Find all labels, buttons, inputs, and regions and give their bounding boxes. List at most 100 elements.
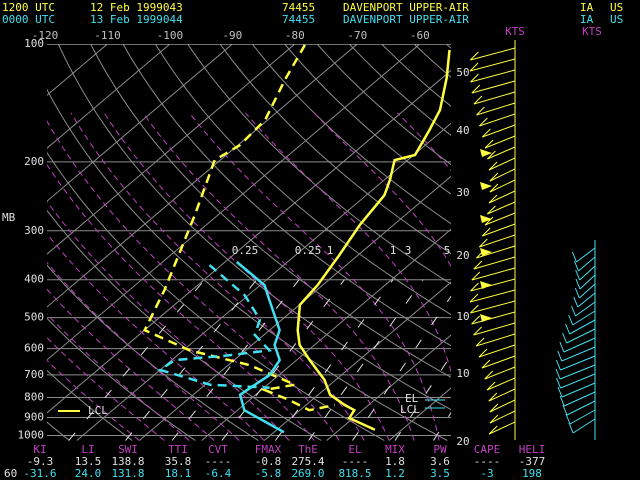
wind-barb <box>470 69 516 83</box>
isotherm <box>201 228 451 441</box>
wind-barb-feather <box>489 183 499 193</box>
header-text: DAVENPORT UPPER-AIR <box>343 13 469 26</box>
wind-barb <box>489 168 516 182</box>
wind-barb-feather <box>489 172 499 182</box>
wind-barb-feather <box>486 205 496 215</box>
wind-barb <box>572 310 596 326</box>
mixing-ratio-line <box>221 279 345 441</box>
wind-barb <box>561 382 596 398</box>
moist-adiabat <box>189 112 440 441</box>
y-tick-label: 900 <box>24 411 44 424</box>
wind-barb <box>578 283 596 299</box>
index-value: -3 <box>480 467 493 480</box>
mixing-ratio-line <box>171 279 300 441</box>
x-tick-label: -110 <box>94 29 121 42</box>
y-tick-label: 300 <box>24 224 44 237</box>
moist-adiabat <box>47 200 290 441</box>
wind-barb-feather <box>488 425 498 435</box>
wind-barb <box>576 247 596 263</box>
legend-label: LCL <box>88 404 108 417</box>
y-tick-label: 200 <box>24 155 44 168</box>
index-value: 1.2 <box>385 467 405 480</box>
wind-barb-feather <box>573 260 579 272</box>
mixing-ratio-line <box>462 280 561 441</box>
wind-barb <box>482 223 516 237</box>
wind-barb-feather <box>555 359 561 371</box>
x-tick-label: -120 <box>32 29 59 42</box>
isotherm <box>326 334 451 441</box>
wind-barb-feather <box>481 359 491 369</box>
wind-barb <box>473 91 516 105</box>
wind-barb <box>569 319 596 335</box>
wind-barb-flag <box>480 215 492 223</box>
wind-barb <box>470 47 516 61</box>
moist-adiabat <box>245 112 451 374</box>
wind-barb-feather <box>571 251 577 263</box>
wind-barb-feather <box>488 161 498 171</box>
index-value: -377 <box>519 455 546 468</box>
wind-barb-feather <box>484 370 494 380</box>
index-value: 269.0 <box>291 467 324 480</box>
index-value: -0.8 <box>255 455 282 468</box>
wind-barb-feather <box>562 332 568 344</box>
wind-barb-feather <box>571 305 576 317</box>
wind-units: KTS <box>505 25 525 38</box>
header-text: 74455 <box>282 13 315 26</box>
wind-barb-feather <box>476 106 485 116</box>
index-header: SWI <box>118 443 138 456</box>
wind-barb-feather <box>557 350 563 362</box>
x-tick-label: -90 <box>222 29 242 42</box>
wind-barb-feather <box>575 278 581 290</box>
profile-line <box>296 49 451 431</box>
wind-barb <box>489 399 516 413</box>
wind-barb <box>560 355 596 371</box>
wind-barb-feather <box>470 73 479 83</box>
wind-barb <box>469 58 516 72</box>
index-header: KI <box>33 443 46 456</box>
dry-adiabat <box>90 44 451 378</box>
isotherm <box>138 175 451 441</box>
index-value: ---- <box>205 455 232 468</box>
wind-barb <box>487 201 516 215</box>
dry-adiabat <box>284 44 451 195</box>
wind-barb <box>579 265 596 281</box>
dry-adiabat <box>381 44 451 107</box>
mixing-ratio-line <box>394 354 451 441</box>
mixing-ratio-line <box>433 411 451 441</box>
wind-barb-feather <box>562 404 568 416</box>
wind-barb-flag <box>480 281 492 289</box>
index-value: 131.8 <box>111 467 144 480</box>
wind-barb-feather <box>471 84 481 94</box>
wind-barb-flag <box>480 182 492 190</box>
wind-barb-feather <box>471 271 481 281</box>
wind-barb <box>479 234 516 248</box>
moist-adiabat <box>47 313 190 441</box>
wind-barb <box>489 179 516 193</box>
wind-barb <box>572 418 596 434</box>
wind-barb-feather <box>478 348 488 358</box>
wind-barb <box>488 157 516 171</box>
index-value: 275.4 <box>291 455 324 468</box>
moist-adiabat <box>47 288 215 441</box>
wind-barb <box>470 278 516 292</box>
wind-barb-feather <box>559 341 565 353</box>
wind-barb <box>563 391 596 407</box>
height-label: 20 <box>456 435 469 448</box>
annotation: EL <box>405 392 419 405</box>
isotherm <box>263 281 451 441</box>
wind-barb <box>479 113 516 127</box>
annotation: LCL <box>400 403 420 416</box>
overlay: 1200 UTC 12 Feb 1999043 74455 DAVENPORT UPP… <box>2 1 623 480</box>
wind-barb <box>561 346 596 362</box>
y-axis-label: MB <box>2 211 16 224</box>
wind-barb-feather <box>481 128 491 138</box>
wind-barb-feather <box>568 422 574 434</box>
wind-barb <box>484 366 516 380</box>
wind-barb-feather <box>471 315 480 325</box>
x-tick-label: -60 <box>410 29 430 42</box>
height-label: 10 <box>456 367 469 380</box>
wind-barb-feather <box>568 314 574 326</box>
index-value: 18.1 <box>165 467 192 480</box>
mixing-ratio-label: 0.25 <box>295 244 322 257</box>
